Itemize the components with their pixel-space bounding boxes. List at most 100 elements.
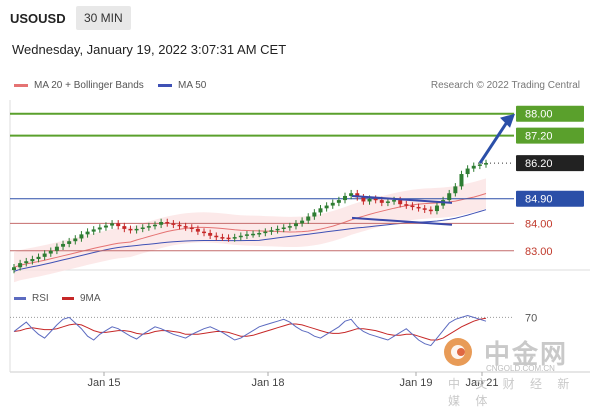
candle-body bbox=[373, 198, 378, 201]
candle-body bbox=[263, 231, 268, 234]
candle-body bbox=[24, 261, 29, 264]
candle-body bbox=[484, 163, 488, 165]
candle-body bbox=[330, 202, 335, 206]
candle-body bbox=[85, 231, 90, 235]
projection-arrow-head bbox=[500, 113, 515, 128]
watermark-subtitle: 中 文 财 经 新 媒 体 bbox=[448, 377, 576, 408]
candle-body bbox=[91, 229, 96, 232]
candle-body bbox=[214, 235, 219, 238]
pivot-label: 84.90 bbox=[525, 194, 553, 206]
candle-body bbox=[343, 195, 348, 201]
legend-ma20: MA 20 + Bollinger Bands bbox=[14, 80, 144, 91]
candle-body bbox=[465, 168, 470, 175]
candle-body bbox=[220, 237, 225, 239]
timeframe-button[interactable]: 30 MIN bbox=[76, 6, 131, 30]
candle-body bbox=[165, 222, 170, 224]
legend-rsi: RSI bbox=[14, 293, 49, 304]
candle-body bbox=[257, 232, 262, 235]
candle-body bbox=[416, 206, 421, 209]
projection-arrow-line bbox=[478, 119, 510, 164]
datetime-label: Wednesday, January 19, 2022 3:07:31 AM C… bbox=[12, 42, 287, 57]
candle-body bbox=[103, 225, 108, 228]
ma20-swatch bbox=[14, 84, 28, 87]
candle-body bbox=[97, 227, 102, 230]
ma9-swatch bbox=[62, 297, 74, 300]
ma50-swatch bbox=[158, 84, 172, 87]
candle-body bbox=[392, 200, 397, 202]
cngold-logo-icon bbox=[444, 338, 472, 366]
candle-body bbox=[171, 223, 176, 225]
candle-body bbox=[434, 205, 439, 212]
candle-body bbox=[159, 222, 164, 225]
candle-body bbox=[61, 243, 66, 247]
candle-body bbox=[281, 227, 286, 229]
candle-body bbox=[177, 224, 182, 227]
resistance-label: 88.00 bbox=[525, 109, 553, 121]
rsi-level-label: 70 bbox=[525, 312, 537, 324]
candle-body bbox=[244, 234, 249, 236]
candle-body bbox=[42, 253, 47, 257]
credit-text: Research © 2022 Trading Central bbox=[430, 80, 580, 91]
rsi-line bbox=[13, 314, 487, 347]
candle-body bbox=[79, 234, 84, 239]
candle-body bbox=[128, 228, 133, 231]
x-tick-label: Jan 18 bbox=[251, 377, 284, 389]
candle-body bbox=[404, 204, 409, 206]
candle-body bbox=[453, 186, 458, 194]
candle-body bbox=[471, 165, 476, 169]
candle-body bbox=[195, 228, 200, 232]
candle-body bbox=[48, 250, 53, 254]
last-price-label-bg bbox=[516, 155, 584, 172]
support-label: 83.00 bbox=[525, 246, 553, 258]
candle-body bbox=[183, 226, 188, 228]
candle-body bbox=[477, 164, 482, 166]
symbol-label: USOUSD bbox=[10, 11, 66, 26]
candle-body bbox=[189, 227, 194, 229]
resistance-label: 87.20 bbox=[525, 131, 553, 143]
candle-body bbox=[275, 228, 280, 231]
candle-body bbox=[140, 227, 145, 229]
ma9-label: 9MA bbox=[80, 293, 101, 304]
top-bar: USOUSD 30 MIN bbox=[0, 0, 590, 34]
candle-body bbox=[146, 226, 151, 228]
watermark-name: 中金网 bbox=[484, 339, 569, 369]
candle-body bbox=[410, 205, 415, 208]
candle-body bbox=[422, 208, 427, 210]
candle-body bbox=[306, 216, 311, 221]
candle-body bbox=[355, 193, 360, 198]
candle-body bbox=[379, 200, 384, 203]
candle-body bbox=[251, 233, 256, 236]
resistance-label-bg bbox=[516, 105, 584, 122]
rsi-label: RSI bbox=[32, 293, 49, 304]
x-tick-label: Jan 21 bbox=[465, 377, 498, 389]
candle-body bbox=[336, 200, 341, 203]
candle-body bbox=[269, 230, 274, 232]
candle-body bbox=[73, 238, 78, 242]
candle-body bbox=[287, 226, 292, 228]
candle-body bbox=[232, 237, 237, 239]
candle-body bbox=[67, 241, 72, 244]
candle-body bbox=[447, 193, 452, 201]
support-label: 84.00 bbox=[525, 218, 553, 230]
candle-body bbox=[208, 232, 213, 236]
legend-ma50: MA 50 bbox=[158, 80, 206, 91]
candle-body bbox=[226, 237, 231, 240]
ma20-label: MA 20 + Bollinger Bands bbox=[34, 80, 144, 91]
candle-body bbox=[116, 223, 121, 227]
price-chart: 88.00 87.20 86.20 84.90 84.00 83.00 70 Jan 15 Ja… bbox=[9, 100, 590, 389]
watermark-url: CNGOLD.COM.CN bbox=[486, 364, 555, 373]
candle-body bbox=[152, 224, 157, 227]
candle-body bbox=[349, 193, 354, 196]
candle-body bbox=[36, 256, 41, 260]
candle-body bbox=[312, 212, 317, 217]
candle-body bbox=[122, 226, 127, 229]
channel-lower-line bbox=[351, 216, 453, 226]
candle-body bbox=[428, 209, 433, 212]
rsi-9ma-line bbox=[13, 317, 487, 341]
candle-body bbox=[238, 235, 243, 238]
candle-body bbox=[459, 174, 464, 187]
resistance-label-bg bbox=[516, 127, 584, 144]
candle-body bbox=[202, 231, 207, 234]
last-price-label: 86.20 bbox=[525, 158, 553, 170]
candle-body bbox=[367, 198, 372, 202]
